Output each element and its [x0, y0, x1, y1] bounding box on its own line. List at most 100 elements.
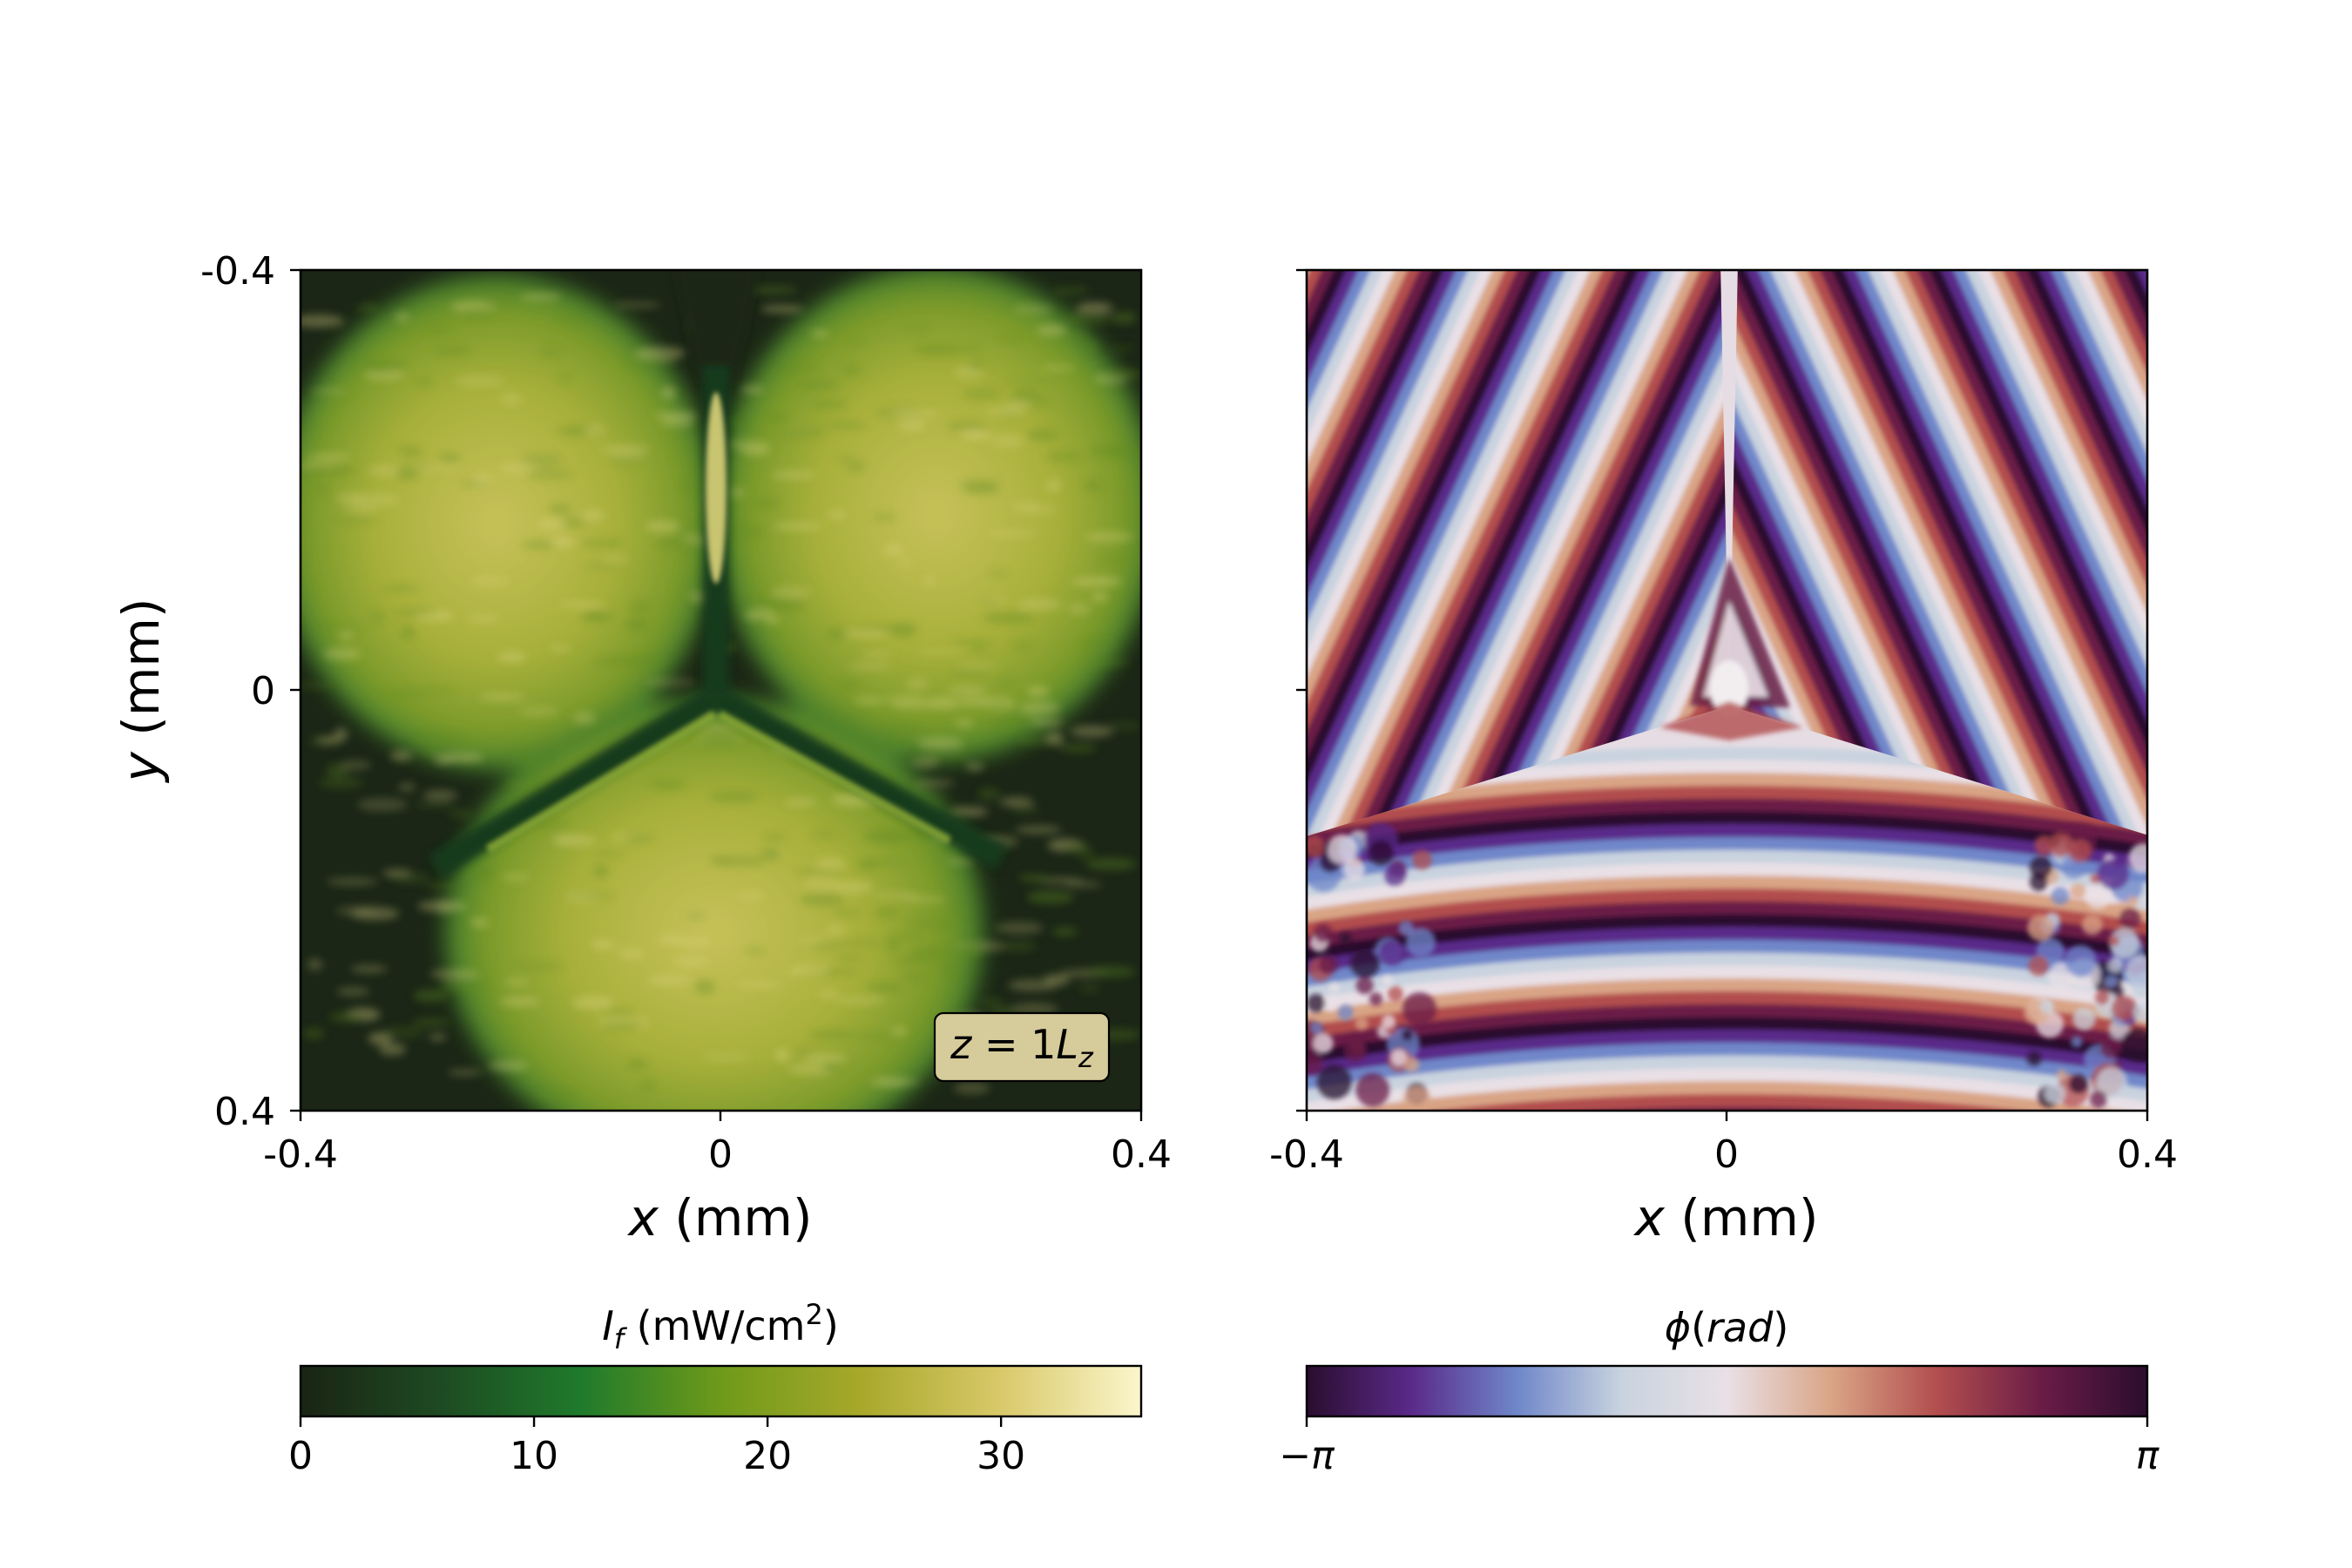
speckle [1063, 842, 1092, 853]
phase-noise [2072, 1007, 2096, 1031]
speckle [1108, 448, 1141, 454]
fringe-band [2132, 270, 2147, 836]
speckle [784, 797, 818, 807]
phase-noise [2108, 935, 2119, 947]
fringe-band [1307, 875, 2147, 927]
speckle [884, 938, 901, 952]
phase-x-ticks: -0.4 0 0.4 [1269, 1111, 2178, 1177]
fringe-band [1307, 270, 1461, 836]
fringe-band [1307, 270, 1473, 836]
speckle [810, 401, 848, 408]
speckle [653, 411, 699, 420]
speckle [945, 857, 976, 865]
speckle [645, 520, 680, 532]
phase-noise [2105, 976, 2118, 988]
fringe-band [1729, 270, 1948, 836]
phase-noise [2048, 832, 2073, 857]
fringe-band [2278, 261, 2352, 871]
speckle [875, 907, 899, 918]
speckle [737, 891, 767, 902]
speckle [1031, 719, 1064, 727]
speckle [392, 872, 430, 884]
fringe-band [2034, 270, 2147, 836]
speckle [301, 314, 345, 328]
speckle [465, 616, 501, 623]
speckle [326, 878, 379, 886]
colorbar-tick-label: 0 [288, 1434, 313, 1478]
speckle [753, 497, 781, 509]
speckle [394, 445, 412, 451]
speckle [515, 962, 567, 970]
fringe-band [2169, 261, 2352, 871]
speckle [762, 834, 786, 841]
y-tick-label: 0 [251, 669, 275, 713]
fringe-band [2254, 261, 2352, 871]
phase-noise [2044, 1083, 2065, 1104]
fringe-band [1802, 270, 2094, 836]
speckle [1091, 591, 1110, 603]
phase-noise [1313, 1032, 1334, 1054]
fringe-band [35, 261, 327, 871]
speckle [701, 1053, 752, 1061]
speckle [836, 679, 862, 689]
fringe-band [2144, 270, 2147, 836]
speckle [809, 941, 845, 950]
fringe-band [1778, 270, 2070, 836]
speckle [1083, 657, 1130, 667]
speckle [985, 407, 1028, 416]
fringe-band [2315, 261, 2352, 871]
speckle [571, 996, 614, 1010]
intensity-x-ticks: -0.4 0 0.4 [263, 1111, 1172, 1177]
phase-noise [2026, 1051, 2042, 1066]
fringe-band [1376, 270, 1668, 836]
speckle [639, 1079, 656, 1092]
fringe-band [1474, 270, 1729, 836]
speckle [980, 700, 1010, 711]
speckle [413, 733, 464, 747]
speckle [1111, 311, 1137, 325]
fringe-band [1741, 270, 2033, 836]
phase-noise [2125, 955, 2147, 990]
fringe-band [1340, 270, 1632, 836]
speckle [810, 330, 829, 337]
speckle [958, 344, 983, 353]
speckle [977, 787, 1000, 801]
intensity-colorbar-ticks: 0 10 20 30 [288, 1416, 1025, 1478]
speckle [832, 880, 874, 895]
phase-noise [2071, 1036, 2083, 1048]
phase-noise [1355, 1072, 1390, 1107]
speckle [410, 465, 460, 472]
speckle [572, 711, 597, 725]
phase-noise [1355, 1017, 1369, 1031]
speckle [923, 577, 938, 585]
speckle [438, 453, 461, 463]
phase-noise [1402, 1086, 1431, 1111]
fringe-band [2181, 261, 2352, 871]
phase-panel: -0.4 0 0.4 x (mm) [35, 261, 2352, 1299]
speckle [741, 444, 770, 456]
fringe-band [2145, 261, 2352, 871]
speckle [817, 988, 840, 1000]
speckle [395, 312, 409, 322]
phase-noise [1328, 983, 1340, 994]
colorbar-tick-label: π [2136, 1434, 2160, 1478]
fringe-band [1888, 270, 2147, 836]
speckle [600, 1021, 644, 1030]
intensity-colorbar-label: If (mW/cm2) [602, 1298, 839, 1355]
speckle [389, 750, 413, 762]
fringe-band [1729, 270, 1862, 836]
speckle [1026, 890, 1075, 904]
intensity-x-axis-label: x (mm) [626, 1188, 812, 1247]
fringe-band [1289, 1248, 2169, 1299]
phase-noise [1339, 932, 1352, 945]
phase-colorbar-gradient [1305, 1364, 2149, 1418]
speckle [422, 789, 458, 801]
fringe-band [2193, 261, 2352, 871]
speckle [1071, 577, 1123, 587]
fringe-band [2157, 261, 2352, 871]
fringe-band [1827, 270, 2119, 836]
speckle [936, 963, 963, 974]
speckle [915, 779, 956, 787]
fringe-band [1608, 270, 1729, 836]
phase-noise [2097, 858, 2130, 890]
